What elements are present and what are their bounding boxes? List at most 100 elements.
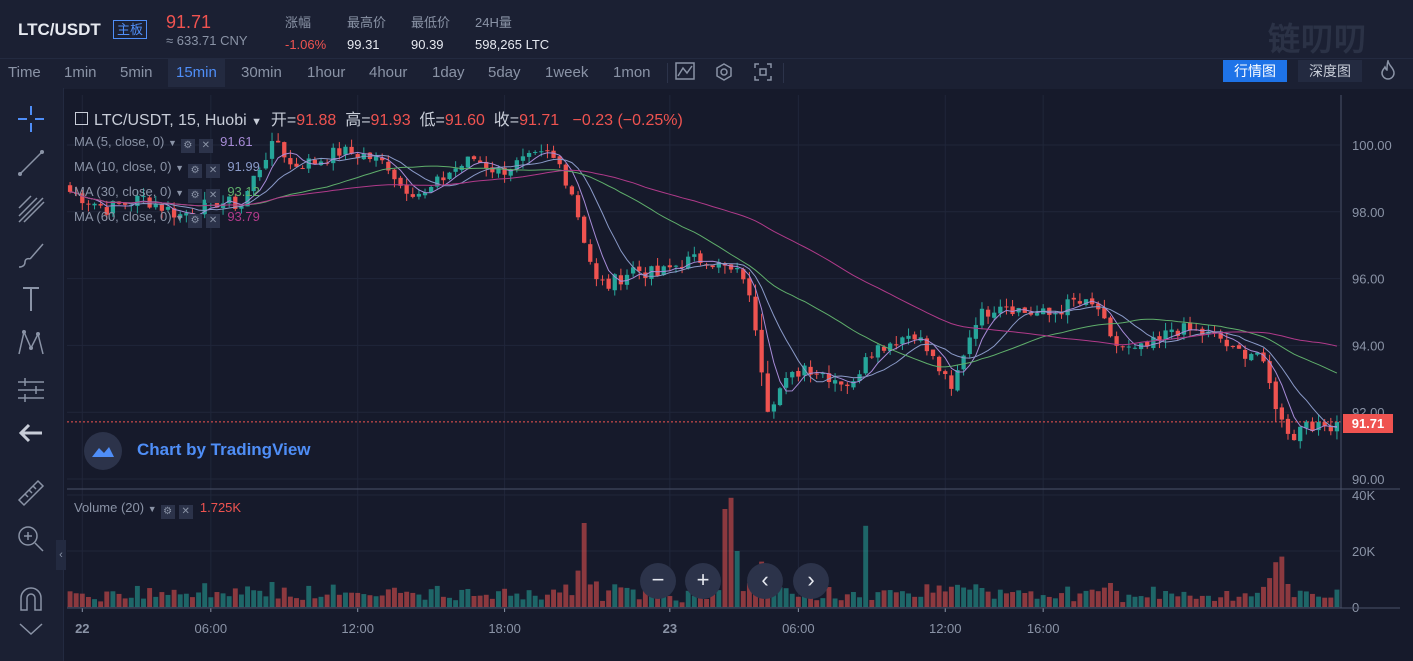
time-tick-label: 06:00 xyxy=(782,621,815,636)
candle-body xyxy=(502,167,507,175)
candle-body xyxy=(1010,306,1015,315)
volume-bar xyxy=(1114,590,1120,607)
volume-bar xyxy=(1303,591,1309,607)
chevron-down-icon[interactable]: ▼ xyxy=(175,163,185,173)
chevron-down-icon[interactable]: ▼ xyxy=(251,116,262,128)
settings-icon[interactable]: ⚙ xyxy=(188,189,203,203)
brush-icon[interactable] xyxy=(16,240,46,270)
pattern-icon[interactable] xyxy=(16,328,46,358)
interval-1mon[interactable]: 1mon xyxy=(613,64,651,81)
candle-body xyxy=(790,371,795,378)
close-icon[interactable]: ✕ xyxy=(198,139,213,153)
candle-body xyxy=(796,370,801,377)
volume-bar xyxy=(416,594,422,607)
volume-bar xyxy=(1065,586,1071,607)
volume-bar xyxy=(808,592,814,607)
volume-bar xyxy=(869,599,875,607)
candle-body xyxy=(1175,330,1180,336)
ma30-value: 93.12 xyxy=(227,184,260,199)
volume-bar xyxy=(655,592,661,607)
text-tool-icon[interactable] xyxy=(16,284,46,314)
ma10-label[interactable]: MA (10, close, 0) xyxy=(74,159,172,174)
chevron-down-icon[interactable]: ▼ xyxy=(175,188,185,198)
close-icon[interactable]: ✕ xyxy=(178,505,193,519)
indicators-icon[interactable] xyxy=(712,62,736,84)
legend-close-label: 收= xyxy=(493,112,520,129)
volume-label[interactable]: Volume (20) xyxy=(74,500,145,515)
interval-1day[interactable]: 1day xyxy=(432,64,465,81)
zoom-out-button[interactable]: − xyxy=(640,563,676,599)
settings-icon[interactable]: ⚙ xyxy=(180,139,195,153)
candle-body xyxy=(930,349,936,357)
screenshot-icon[interactable] xyxy=(751,62,775,84)
interval-1week[interactable]: 1week xyxy=(545,64,589,81)
flame-icon[interactable] xyxy=(1380,58,1396,85)
ma60-label[interactable]: MA (60, close, 0) xyxy=(74,209,172,224)
fib-tool-icon[interactable] xyxy=(16,194,46,224)
close-icon[interactable]: ✕ xyxy=(206,189,221,203)
volume-bar xyxy=(190,597,195,607)
collapse-legend-icon[interactable] xyxy=(75,112,88,125)
settings-icon[interactable]: ⚙ xyxy=(160,505,175,519)
symbol-title[interactable]: LTC/USDT xyxy=(18,20,101,39)
close-icon[interactable]: ✕ xyxy=(206,214,221,228)
interval-5min[interactable]: 5min xyxy=(120,64,153,81)
scroll-right-button[interactable]: › xyxy=(793,563,829,599)
candle-body xyxy=(949,375,954,389)
zoom-in-button[interactable]: + xyxy=(685,563,721,599)
candle-body xyxy=(1212,332,1217,334)
volume-bar xyxy=(1132,596,1138,607)
chart-type-icon[interactable] xyxy=(673,62,697,84)
expand-toolbar-icon[interactable] xyxy=(16,620,46,650)
depth-chart-button[interactable]: 深度图 xyxy=(1298,60,1362,82)
interval-4hour[interactable]: 4hour xyxy=(369,64,408,81)
settings-icon[interactable]: ⚙ xyxy=(188,214,203,228)
volume-bar xyxy=(428,589,434,607)
interval-5day[interactable]: 5day xyxy=(488,64,521,81)
candle-body xyxy=(508,170,513,176)
candle-body xyxy=(318,161,324,166)
zoom-in-icon[interactable] xyxy=(16,524,46,554)
volume-bar xyxy=(850,591,856,607)
crosshair-icon[interactable] xyxy=(16,104,46,134)
candle-body xyxy=(569,186,575,195)
volume-bar xyxy=(159,592,165,607)
ma10-legend: MA (10, close, 0) ▼ ⚙ ✕ 91.99 xyxy=(74,159,260,178)
interval-1hour[interactable]: 1hour xyxy=(307,64,346,81)
price-tick-label: 90.00 xyxy=(1352,472,1385,487)
legend-title[interactable]: LTC/USDT, 15, Huobi xyxy=(94,112,247,129)
interval-time[interactable]: Time xyxy=(8,64,41,81)
close-icon[interactable]: ✕ xyxy=(206,164,221,178)
settings-icon[interactable]: ⚙ xyxy=(188,164,203,178)
price-tick-label: 100.00 xyxy=(1352,138,1392,153)
candle-body xyxy=(220,203,226,208)
volume-bar xyxy=(771,591,777,607)
candle-body xyxy=(98,204,103,206)
trend-line-icon[interactable] xyxy=(16,148,46,178)
ruler-icon[interactable] xyxy=(16,478,46,508)
ma5-label[interactable]: MA (5, close, 0) xyxy=(74,134,165,149)
volume-bar xyxy=(238,594,244,607)
chevron-down-icon[interactable]: ▼ xyxy=(147,504,157,514)
prediction-icon[interactable] xyxy=(16,374,46,404)
candle-body xyxy=(747,278,752,296)
volume-bar xyxy=(391,587,397,607)
collapse-toolbar-button[interactable]: ‹ xyxy=(56,540,66,570)
stat-volume-value: 598,265 LTC xyxy=(475,37,550,52)
interval-15min[interactable]: 15min xyxy=(168,59,225,87)
interval-30min[interactable]: 30min xyxy=(241,64,282,81)
interval-1min[interactable]: 1min xyxy=(64,64,97,81)
magnet-icon[interactable] xyxy=(16,584,46,614)
market-chart-button[interactable]: 行情图 xyxy=(1223,60,1287,82)
candle-body xyxy=(227,196,232,204)
volume-bar xyxy=(961,587,967,607)
back-arrow-icon[interactable] xyxy=(16,418,46,448)
scroll-left-button[interactable]: ‹ xyxy=(747,563,783,599)
price-tick-label: 96.00 xyxy=(1352,272,1385,287)
chevron-down-icon[interactable]: ▼ xyxy=(167,138,177,148)
candle-body xyxy=(679,266,685,268)
chevron-down-icon[interactable]: ▼ xyxy=(175,213,185,223)
stat-high-value: 99.31 xyxy=(347,37,380,52)
ma30-label[interactable]: MA (30, close, 0) xyxy=(74,184,172,199)
